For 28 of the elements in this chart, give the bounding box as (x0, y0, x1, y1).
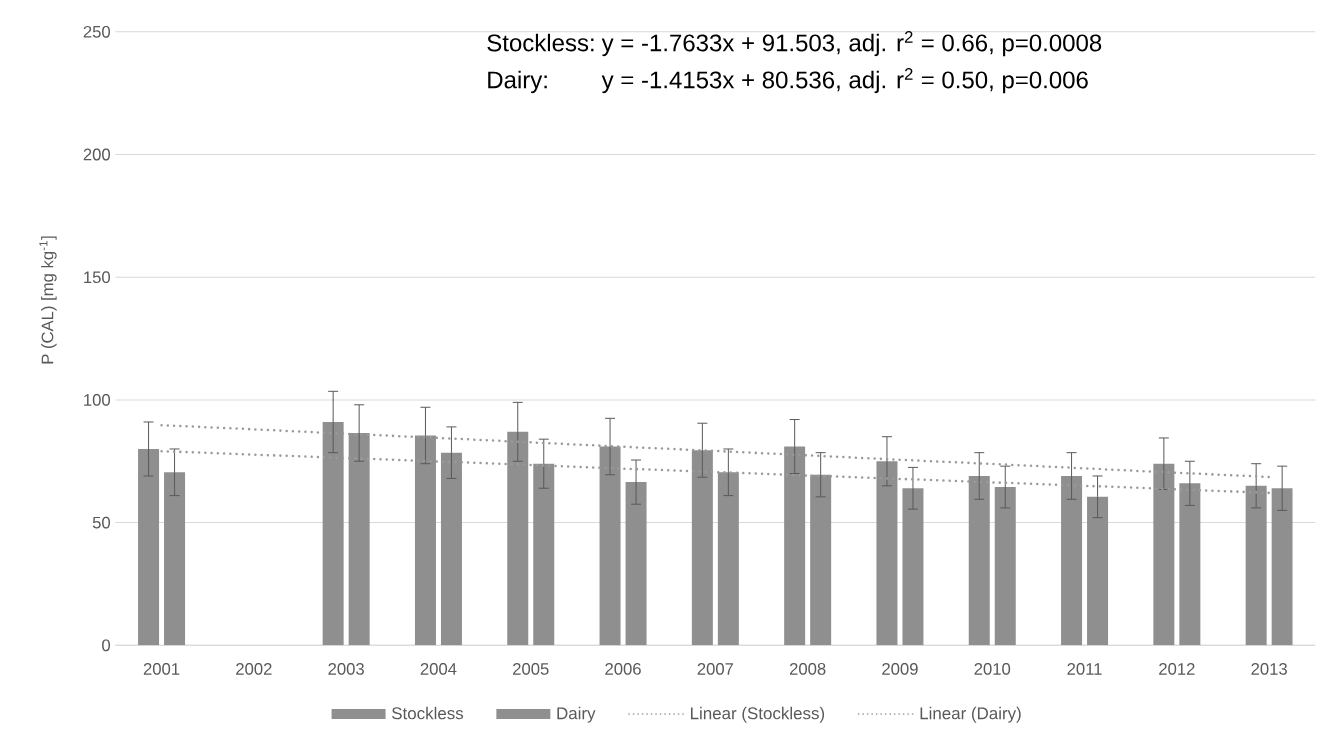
legend-label: Linear (Dairy) (920, 706, 1021, 723)
x-tick-label: 2011 (1067, 663, 1102, 675)
x-tick-label: 2001 (143, 663, 180, 675)
x-tick-label: 2012 (1159, 663, 1195, 675)
x-tick-label: 2002 (236, 663, 272, 675)
annotation: Dairy: (488, 70, 547, 94)
y-tick-label: 200 (83, 148, 111, 161)
x-tick-label: 2006 (605, 663, 641, 675)
x-tick-label: 2003 (328, 663, 364, 675)
x-tick-label: 2009 (882, 663, 918, 675)
y-tick-label: 100 (84, 394, 111, 406)
x-tick-label: 2013 (1251, 663, 1287, 675)
x-tick-label: 2007 (697, 663, 734, 675)
legend-label: Dairy (557, 706, 596, 723)
annotation: y = -1.7633x + 91.503, adj. r$^{2}$ = 0.66, p=0.0008 (601, 31, 1102, 57)
annotation: y = -1.4153x + 80.536, adj. r$^{2}$ = 0.50, p=0.006 (601, 68, 1088, 94)
y-axis-title: P (CAL) [mg kg$^{-1}$] (39, 236, 57, 364)
annotation: Stockless: (487, 33, 594, 52)
x-tick-label: 2008 (789, 663, 826, 675)
y-tick-label: 0 (102, 639, 111, 652)
y-tick-label: 150 (84, 271, 111, 284)
legend-label: Stockless (392, 706, 464, 720)
legend-label: Linear (Stockless) (690, 706, 825, 723)
y-tick-label: 50 (92, 516, 111, 529)
y-tick-label: 250 (83, 25, 111, 38)
x-tick-label: 2005 (513, 663, 549, 675)
x-tick-label: 2010 (974, 663, 1011, 675)
x-tick-label: 2004 (420, 663, 457, 675)
